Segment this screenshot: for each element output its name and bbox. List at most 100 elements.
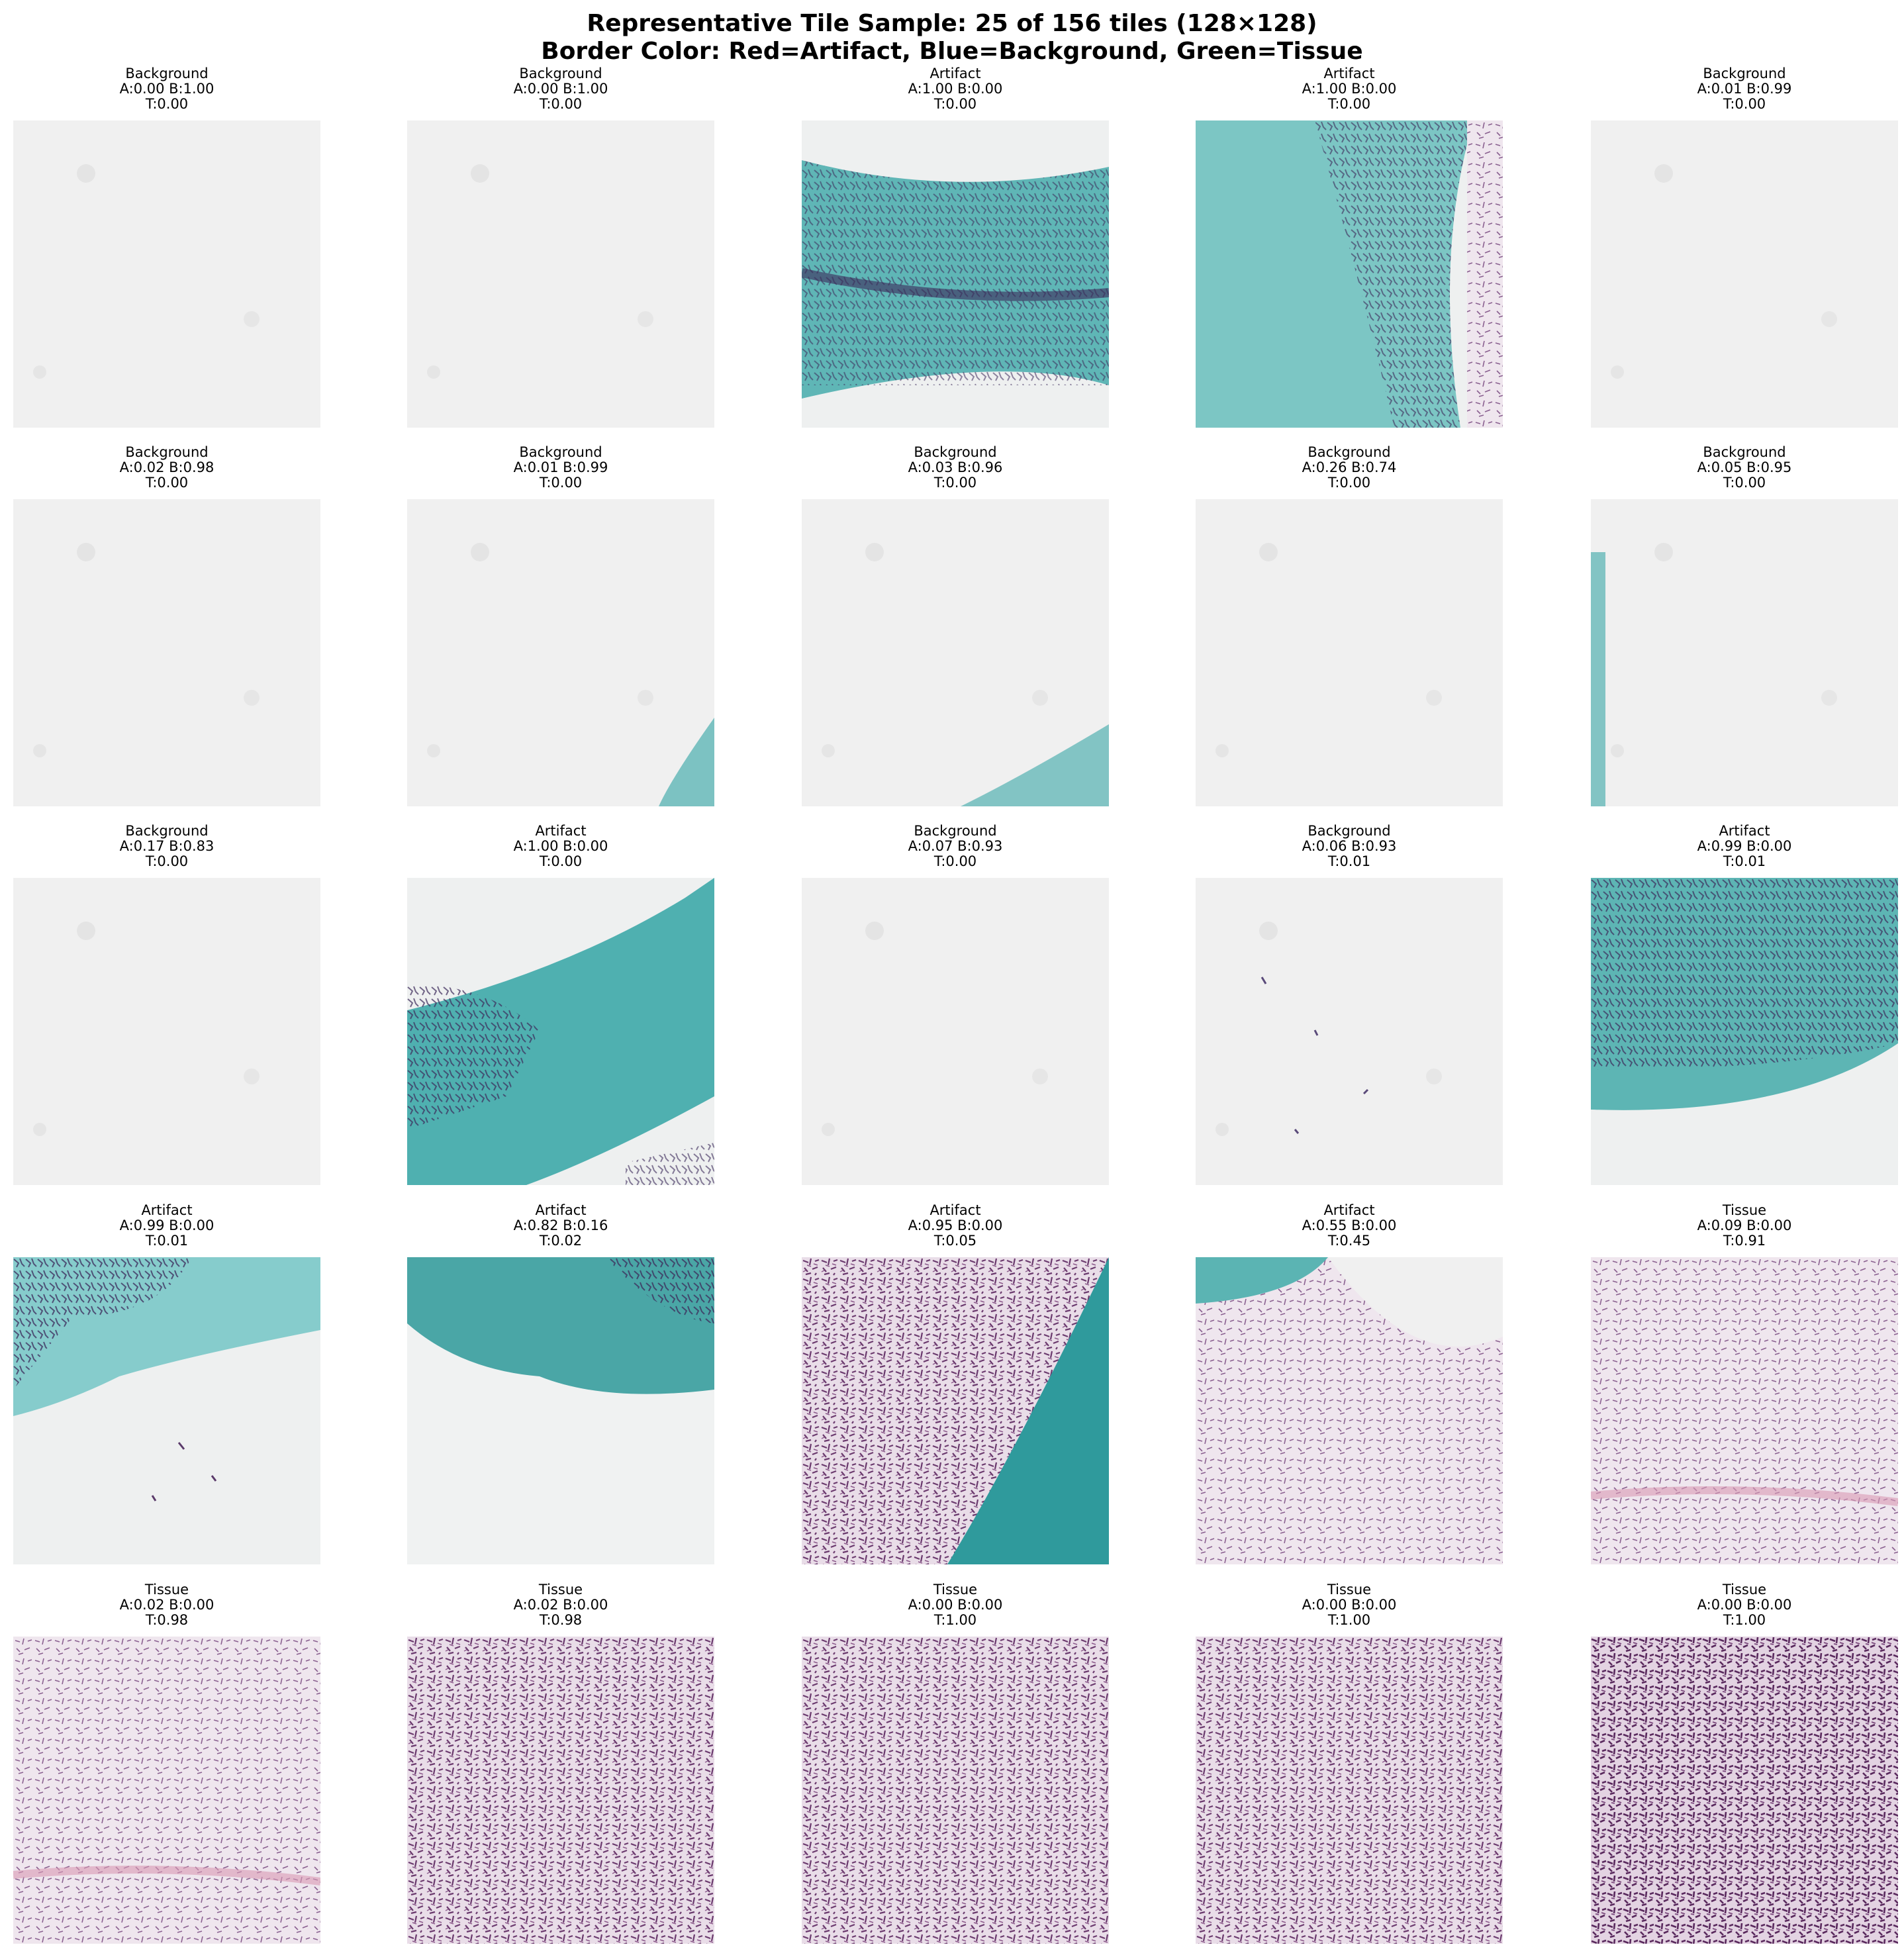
tile-caption: Artifact A:0.55 B:0.00 T:0.45 bbox=[1196, 1203, 1503, 1249]
tile-cell: Artifact A:1.00 B:0.00 T:0.00 bbox=[407, 824, 714, 1185]
tile-image bbox=[1196, 878, 1503, 1185]
tile-caption-ab: A:0.82 B:0.16 bbox=[513, 1217, 608, 1233]
tile-cell: Background A:0.03 B:0.96 T:0.00 bbox=[802, 445, 1109, 806]
tile-caption-t: T:0.98 bbox=[145, 1612, 189, 1628]
tile-caption-ab: A:0.55 B:0.00 bbox=[1302, 1217, 1397, 1233]
tile-caption-label: Background bbox=[1703, 66, 1786, 81]
figure-subtitle: Border Color: Red=Artifact, Blue=Backgro… bbox=[541, 38, 1363, 65]
tile-caption-ab: A:0.00 B:0.00 bbox=[1302, 1597, 1397, 1613]
tile-caption-label: Background bbox=[519, 66, 602, 81]
tile-caption: Background A:0.17 B:0.83 T:0.00 bbox=[13, 824, 320, 869]
tile-caption: Background A:0.00 B:1.00 T:0.00 bbox=[13, 66, 320, 112]
tile-image bbox=[13, 1637, 320, 1944]
tile-caption: Artifact A:1.00 B:0.00 T:0.00 bbox=[1196, 66, 1503, 112]
tile-cell: Background A:0.02 B:0.98 T:0.00 bbox=[13, 444, 320, 806]
tile-cell: Background A:0.01 B:0.99 T:0.00 bbox=[1591, 66, 1898, 428]
tile-image bbox=[802, 1257, 1109, 1564]
tile-image bbox=[13, 499, 320, 806]
tile-caption-ab: A:0.00 B:0.00 bbox=[908, 1597, 1003, 1613]
tile-cell: Artifact A:0.82 B:0.16 T:0.02 bbox=[407, 1202, 714, 1564]
tile-cell: Artifact A:0.95 B:0.00 T:0.05 bbox=[802, 1203, 1109, 1564]
tile-caption: Background A:0.03 B:0.96 T:0.00 bbox=[802, 445, 1109, 491]
tile-cell: Artifact A:0.99 B:0.00 T:0.01 bbox=[13, 1203, 320, 1564]
tile-caption-label: Artifact bbox=[1719, 823, 1770, 839]
tile-caption-ab: A:1.00 B:0.00 bbox=[1302, 81, 1397, 97]
tile-caption: Artifact A:1.00 B:0.00 T:0.00 bbox=[802, 66, 1109, 112]
tile-caption-t: T:0.00 bbox=[933, 475, 977, 491]
figure-title: Representative Tile Sample: 25 of 156 ti… bbox=[587, 10, 1317, 37]
tile-image bbox=[1196, 1257, 1503, 1564]
tile-caption-t: T:0.01 bbox=[1327, 853, 1371, 869]
tile-caption-label: Background bbox=[1308, 444, 1391, 460]
tile-caption-ab: A:0.02 B:0.00 bbox=[513, 1597, 608, 1613]
tile-caption-ab: A:0.99 B:0.00 bbox=[119, 1217, 214, 1233]
tile-caption-label: Tissue bbox=[1327, 1582, 1372, 1597]
tile-image bbox=[407, 878, 714, 1185]
tile-caption-ab: A:0.02 B:0.98 bbox=[119, 459, 214, 475]
tile-caption-ab: A:0.07 B:0.93 bbox=[908, 838, 1003, 854]
tile-caption: Tissue A:0.00 B:0.00 T:1.00 bbox=[1196, 1582, 1503, 1628]
tile-caption-ab: A:0.26 B:0.74 bbox=[1302, 459, 1397, 475]
tile-caption: Background A:0.06 B:0.93 T:0.01 bbox=[1196, 824, 1503, 869]
tile-cell: Background A:0.00 B:1.00 T:0.00 bbox=[407, 66, 714, 428]
tile-caption-label: Tissue bbox=[1722, 1582, 1767, 1597]
tile-cell: Tissue A:0.00 B:0.00 T:1.00 bbox=[1196, 1582, 1503, 1944]
tile-image bbox=[802, 878, 1109, 1185]
tile-caption-t: T:0.45 bbox=[1327, 1233, 1371, 1249]
tile-image bbox=[407, 1637, 714, 1944]
tile-caption-ab: A:1.00 B:0.00 bbox=[513, 838, 608, 854]
tile-cell: Artifact A:0.99 B:0.00 T:0.01 bbox=[1591, 824, 1898, 1185]
tile-caption-ab: A:0.17 B:0.83 bbox=[119, 838, 214, 854]
tile-image bbox=[1196, 120, 1503, 428]
tile-image bbox=[1591, 120, 1898, 428]
tile-image bbox=[13, 120, 320, 428]
tile-cell: Tissue A:0.02 B:0.00 T:0.98 bbox=[13, 1582, 320, 1944]
tile-cell: Background A:0.05 B:0.95 T:0.00 bbox=[1591, 445, 1898, 806]
tile-cell: Tissue A:0.09 B:0.00 T:0.91 bbox=[1591, 1203, 1898, 1564]
tile-image bbox=[1591, 1257, 1898, 1564]
tile-image bbox=[13, 1257, 320, 1564]
tile-caption-t: T:0.02 bbox=[539, 1233, 583, 1249]
tile-caption-t: T:0.00 bbox=[1723, 96, 1766, 112]
tile-caption-t: T:0.91 bbox=[1723, 1233, 1766, 1249]
tile-caption-ab: A:1.00 B:0.00 bbox=[908, 81, 1003, 97]
tile-caption-t: T:0.98 bbox=[539, 1612, 583, 1628]
tile-caption-ab: A:0.00 B:0.00 bbox=[1697, 1597, 1792, 1613]
tile-caption: Artifact A:0.95 B:0.00 T:0.05 bbox=[802, 1203, 1109, 1249]
tile-caption-ab: A:0.05 B:0.95 bbox=[1697, 459, 1792, 475]
tile-caption-label: Background bbox=[125, 66, 209, 81]
tile-cell: Artifact A:0.55 B:0.00 T:0.45 bbox=[1196, 1203, 1503, 1564]
tile-image bbox=[407, 499, 714, 806]
tile-caption-label: Background bbox=[125, 444, 209, 460]
tile-caption-label: Tissue bbox=[144, 1582, 189, 1597]
tile-caption-label: Artifact bbox=[929, 66, 981, 81]
tile-caption-ab: A:0.99 B:0.00 bbox=[1697, 838, 1792, 854]
tile-caption-label: Background bbox=[914, 444, 997, 460]
tile-caption-label: Artifact bbox=[929, 1202, 981, 1218]
tile-caption: Tissue A:0.09 B:0.00 T:0.91 bbox=[1591, 1203, 1898, 1249]
tile-caption: Artifact A:0.99 B:0.00 T:0.01 bbox=[1591, 824, 1898, 869]
tile-caption-t: T:0.00 bbox=[1327, 475, 1371, 491]
tile-caption: Background A:0.26 B:0.74 T:0.00 bbox=[1196, 445, 1503, 491]
tile-caption: Tissue A:0.00 B:0.00 T:1.00 bbox=[1591, 1582, 1898, 1628]
tile-image bbox=[1591, 499, 1898, 806]
tile-caption-label: Artifact bbox=[535, 1202, 587, 1218]
tile-image bbox=[1591, 1637, 1898, 1944]
tile-caption: Tissue A:0.02 B:0.00 T:0.98 bbox=[13, 1582, 320, 1628]
tile-caption-t: T:0.00 bbox=[539, 475, 583, 491]
tile-image bbox=[1196, 1637, 1503, 1944]
tile-caption-ab: A:0.01 B:0.99 bbox=[513, 459, 608, 475]
tile-image bbox=[802, 1637, 1109, 1944]
tile-caption-label: Background bbox=[519, 444, 602, 460]
tile-cell: Artifact A:1.00 B:0.00 T:0.00 bbox=[802, 66, 1109, 428]
tile-caption: Tissue A:0.00 B:0.00 T:1.00 bbox=[802, 1582, 1109, 1628]
tile-caption-t: T:0.00 bbox=[1327, 96, 1371, 112]
tile-caption: Artifact A:1.00 B:0.00 T:0.00 bbox=[407, 824, 714, 869]
tile-caption-ab: A:0.01 B:0.99 bbox=[1697, 81, 1792, 97]
tile-image bbox=[13, 878, 320, 1185]
tile-cell: Background A:0.07 B:0.93 T:0.00 bbox=[802, 824, 1109, 1185]
tile-cell: Background A:0.26 B:0.74 T:0.00 bbox=[1196, 445, 1503, 806]
tile-caption-t: T:0.05 bbox=[933, 1233, 977, 1249]
tile-cell: Tissue A:0.00 B:0.00 T:1.00 bbox=[1591, 1582, 1898, 1944]
tile-caption-t: T:1.00 bbox=[933, 1612, 977, 1628]
